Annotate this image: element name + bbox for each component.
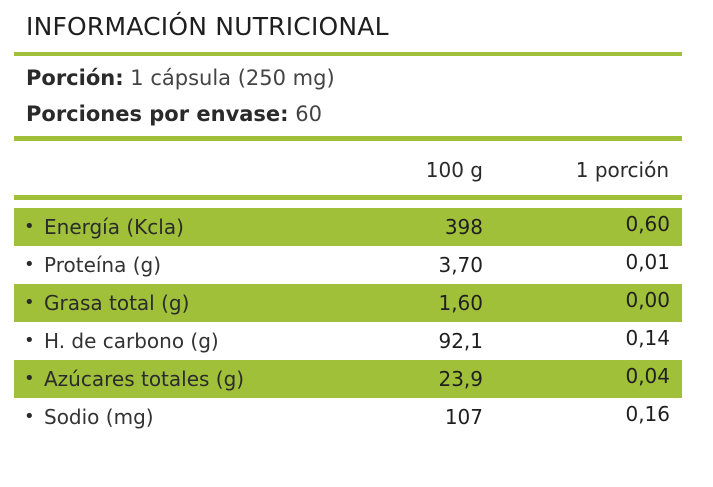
- servings-per-container-line: Porciones por envase: 60: [26, 102, 322, 126]
- value-100g: 92,1: [438, 329, 483, 353]
- value-100g: 23,9: [438, 367, 483, 391]
- value-100g: 398: [444, 215, 483, 239]
- value-serving: 0,60: [625, 212, 670, 236]
- bullet-icon: •: [24, 254, 35, 275]
- serving-value: 1 cápsula (250 mg): [130, 66, 335, 90]
- table-row: • Grasa total (g) 1,60 0,00: [14, 284, 682, 322]
- divider-header: [14, 195, 682, 200]
- servings-per-container-label: Porciones por envase:: [26, 102, 289, 126]
- servings-per-container-value: 60: [295, 102, 322, 126]
- divider-top: [14, 52, 682, 56]
- value-serving: 0,16: [625, 402, 670, 426]
- nutrient-name: Proteína (g): [44, 253, 162, 277]
- value-100g: 107: [444, 405, 483, 429]
- column-header-serving: 1 porción: [575, 158, 669, 182]
- nutrient-name: Sodio (mg): [44, 405, 154, 429]
- table-row: • Energía (Kcla) 398 0,60: [14, 208, 682, 246]
- value-serving: 0,00: [625, 288, 670, 312]
- value-serving: 0,04: [625, 364, 670, 388]
- value-serving: 0,14: [625, 326, 670, 350]
- bullet-icon: •: [24, 368, 35, 389]
- bullet-icon: •: [24, 330, 35, 351]
- page-title: INFORMACIÓN NUTRICIONAL: [26, 12, 389, 41]
- value-100g: 3,70: [438, 253, 483, 277]
- serving-label: Porción:: [26, 66, 124, 90]
- divider-middle: [14, 136, 682, 141]
- nutrient-name: H. de carbono (g): [44, 329, 219, 353]
- table-row: • Proteína (g) 3,70 0,01: [14, 246, 682, 284]
- bullet-icon: •: [24, 216, 35, 237]
- value-serving: 0,01: [625, 250, 670, 274]
- nutrition-table: • Energía (Kcla) 398 0,60 • Proteína (g)…: [14, 208, 682, 436]
- table-row: • Azúcares totales (g) 23,9 0,04: [14, 360, 682, 398]
- table-row: • Sodio (mg) 107 0,16: [14, 398, 682, 436]
- column-header-100g: 100 g: [425, 158, 483, 182]
- value-100g: 1,60: [438, 291, 483, 315]
- serving-line: Porción: 1 cápsula (250 mg): [26, 66, 335, 90]
- nutrient-name: Energía (Kcla): [44, 215, 184, 239]
- bullet-icon: •: [24, 406, 35, 427]
- nutrient-name: Azúcares totales (g): [44, 367, 245, 391]
- table-row: • H. de carbono (g) 92,1 0,14: [14, 322, 682, 360]
- bullet-icon: •: [24, 292, 35, 313]
- nutrient-name: Grasa total (g): [44, 291, 190, 315]
